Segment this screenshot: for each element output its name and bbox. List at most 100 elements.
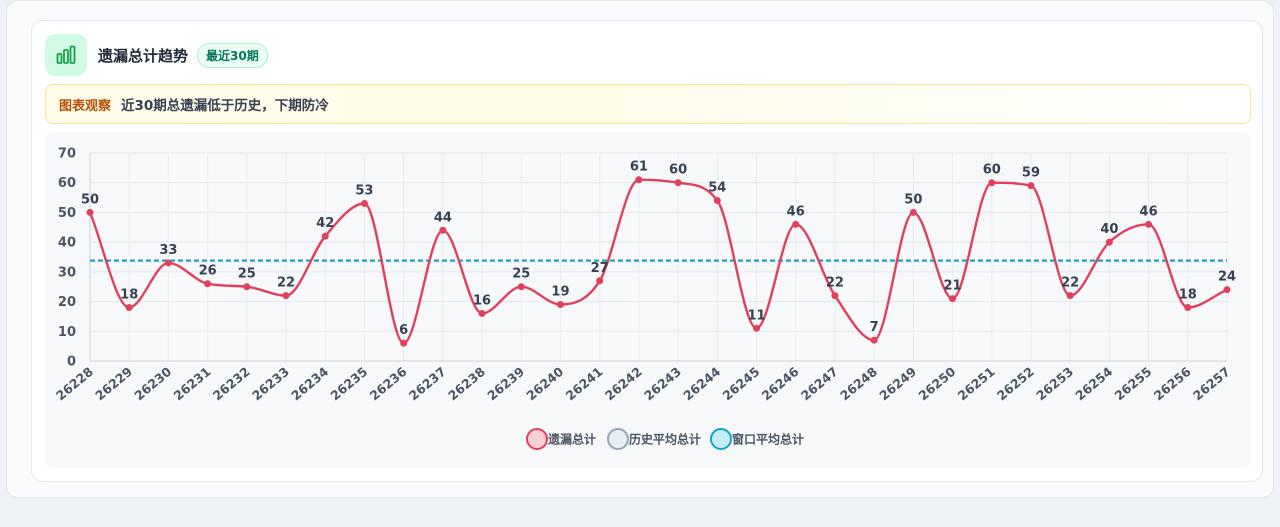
data-label: 54	[708, 181, 726, 196]
data-label: 40	[1100, 222, 1118, 237]
data-point	[439, 226, 447, 234]
x-tick-label: 26248	[837, 364, 880, 403]
data-point	[125, 304, 133, 312]
y-tick-label: 30	[58, 265, 76, 280]
x-tick-label: 26257	[1190, 364, 1233, 403]
data-point	[321, 232, 329, 240]
y-tick-label: 20	[58, 295, 76, 310]
data-label: 46	[1140, 204, 1158, 219]
data-point	[1145, 220, 1153, 228]
y-tick-label: 50	[58, 206, 76, 221]
x-tick-label: 26230	[131, 364, 174, 404]
y-tick-label: 40	[58, 236, 76, 251]
data-point	[713, 197, 721, 205]
data-point	[635, 176, 643, 184]
data-point	[86, 208, 94, 216]
x-tick-label: 26245	[719, 364, 762, 403]
x-tick-label: 26246	[759, 364, 802, 404]
data-point	[988, 179, 996, 187]
data-label: 59	[1022, 166, 1040, 181]
data-label: 16	[473, 293, 491, 308]
x-tick-label: 26253	[1033, 364, 1076, 403]
data-label: 61	[630, 160, 648, 175]
legend-label: 窗口平均总计	[732, 432, 804, 447]
x-tick-label: 26237	[406, 364, 449, 403]
line-chart: 0 10 20 30 40 50 60 70 2622826229262302623126232…	[53, 147, 1236, 450]
x-tick-label: 26233	[249, 364, 292, 403]
data-point	[400, 339, 408, 347]
data-label: 60	[983, 163, 1001, 178]
data-point	[792, 220, 800, 228]
data-label: 50	[81, 192, 99, 207]
data-point	[674, 179, 682, 187]
legend-label: 历史平均总计	[629, 432, 701, 447]
data-point	[243, 283, 251, 291]
data-label: 22	[277, 276, 295, 291]
data-point	[596, 277, 604, 285]
data-point	[909, 208, 917, 216]
bar-chart-icon	[45, 34, 87, 76]
data-point	[164, 259, 172, 267]
data-point	[1105, 238, 1113, 246]
y-tick-label: 70	[58, 147, 76, 162]
data-label: 22	[826, 276, 844, 291]
data-point	[282, 292, 290, 300]
legend-label: 遗漏总计	[547, 432, 596, 447]
period-badge: 最近30期	[197, 42, 268, 68]
data-label: 60	[669, 163, 687, 178]
x-tick-label: 26238	[445, 364, 488, 403]
x-tick-label: 26232	[210, 364, 253, 403]
y-tick-label: 10	[58, 325, 76, 340]
x-tick-label: 26255	[1112, 364, 1155, 403]
data-point	[753, 324, 761, 332]
data-label: 18	[120, 288, 138, 303]
data-point	[1184, 304, 1192, 312]
data-point	[360, 200, 368, 208]
data-label: 26	[199, 264, 217, 279]
x-tick-label: 26252	[994, 364, 1037, 403]
x-tick-label: 26231	[171, 364, 214, 403]
observation-text: 近30期总遗漏低于历史，下期防冷	[121, 98, 329, 114]
x-tick-label: 26256	[1151, 364, 1194, 404]
data-label: 18	[1179, 288, 1197, 303]
data-label: 22	[1061, 276, 1079, 291]
chart-observation: 图表观察 近30期总遗漏低于历史，下期防冷	[45, 84, 1251, 124]
data-point	[831, 292, 839, 300]
x-tick-label: 26244	[680, 364, 723, 404]
data-label: 27	[591, 261, 609, 276]
chart-title: 遗漏总计趋势	[98, 46, 189, 65]
data-point	[1066, 292, 1074, 300]
y-tick-label: 0	[67, 355, 76, 370]
data-label: 6	[399, 323, 408, 338]
observation-label: 图表观察	[59, 98, 112, 114]
chart-card: 遗漏总计趋势 最近30期 图表观察 近30期总遗漏低于历史，下期防冷 0 10 20…	[31, 20, 1263, 482]
data-label: 44	[434, 210, 452, 225]
data-label: 25	[512, 267, 530, 282]
data-point	[1027, 182, 1035, 190]
x-tick-label: 26251	[955, 364, 998, 403]
data-point	[870, 336, 878, 344]
page-container: 遗漏总计趋势 最近30期 图表观察 近30期总遗漏低于历史，下期防冷 0 10 20…	[6, 0, 1274, 498]
data-label: 24	[1218, 270, 1236, 285]
data-point	[478, 309, 486, 317]
x-tick-label: 26247	[798, 364, 841, 403]
x-tick-label: 26250	[916, 364, 959, 404]
data-point	[1223, 286, 1231, 294]
legend-marker	[710, 428, 732, 450]
data-label: 50	[904, 192, 922, 207]
x-tick-label: 26242	[602, 364, 645, 403]
data-label: 25	[238, 267, 256, 282]
x-tick-label: 26228	[53, 364, 96, 403]
data-point	[204, 280, 212, 288]
data-point	[556, 301, 564, 309]
plot-area: 0 10 20 30 40 50 60 70 26228 26229 26230 26231 26232…	[45, 132, 1251, 468]
x-tick-label: 26236	[367, 364, 410, 404]
x-tick-label: 26243	[641, 364, 684, 403]
data-label: 53	[355, 184, 373, 199]
x-tick-label: 26241	[563, 364, 606, 403]
y-tick-label: 60	[58, 176, 76, 191]
data-point	[517, 283, 525, 291]
legend-marker	[607, 428, 629, 450]
data-point	[949, 295, 957, 303]
data-label: 33	[159, 243, 177, 258]
